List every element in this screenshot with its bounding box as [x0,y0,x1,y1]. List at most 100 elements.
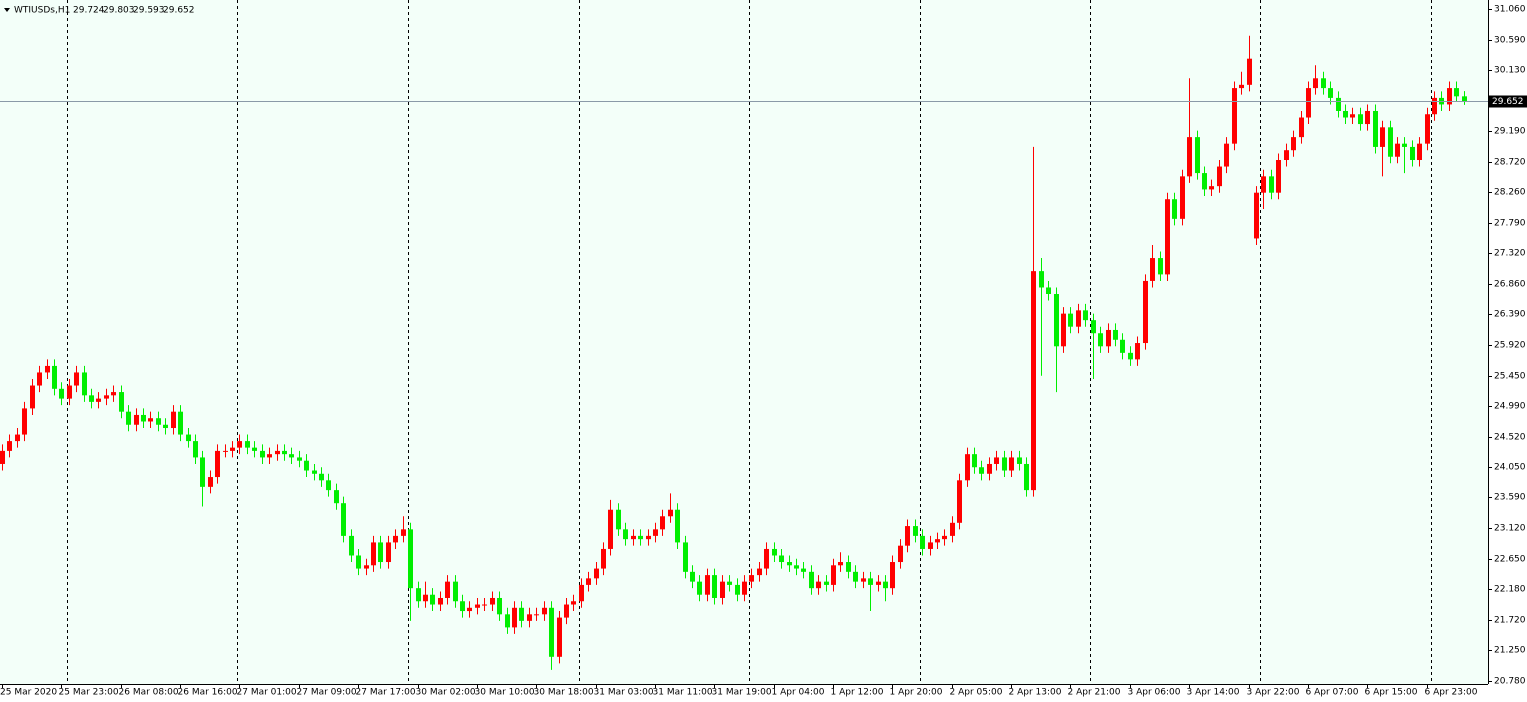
y-tick-label: 28.260 [1494,188,1526,198]
candle-body [824,581,829,585]
menu-arrow[interactable] [4,8,10,12]
x-tick-label: 31 Mar 19:00 [712,688,772,698]
candle-body [1380,127,1385,147]
x-tick-label: 2 Apr 13:00 [1009,688,1062,698]
x-tick-label: 6 Apr 23:00 [1425,688,1478,698]
candles [0,35,1488,670]
candle-body [416,588,421,602]
y-tick-label: 31.060 [1494,5,1526,15]
plot-background [0,0,1488,684]
y-tick-label: 28.720 [1494,158,1526,168]
candle-body [1261,176,1266,193]
high-value: 29.803 [103,6,135,16]
candle-body [1143,280,1148,344]
candle-body [386,542,391,563]
candle-body [453,581,458,602]
candle-body [378,542,383,563]
candle-body [972,454,977,468]
candle-body [1187,137,1192,177]
candle-body [171,411,176,429]
x-tick-label: 2 Apr 21:00 [1068,688,1121,698]
y-tick-label: 23.120 [1494,524,1526,534]
candle-body [838,562,843,566]
x-tick-label: 30 Mar 02:00 [416,688,476,698]
candle-body [1076,310,1081,327]
candle-body [653,529,658,536]
candle-body [134,414,139,425]
candle-body [490,597,495,605]
y-tick-label: 25.920 [1494,341,1526,351]
candle-body [230,447,235,451]
candle-body [260,450,265,458]
candle-body [45,365,50,373]
x-tick-label: 25 Mar 2020 [0,688,57,698]
candle-body [809,571,814,589]
candle-body [571,601,576,605]
candle-body [638,535,643,540]
candle-body [1172,199,1177,219]
candle-body [1209,186,1214,190]
candle-body [1180,176,1185,219]
x-tick-label: 26 Mar 08:00 [119,688,179,698]
candle-body [579,584,584,602]
candle-body [1447,88,1452,105]
y-tick-label: 27.790 [1494,219,1526,229]
candle-body [408,529,413,589]
candle-body [512,607,517,628]
candle-body [1068,313,1073,327]
candle-body [749,575,754,582]
candle-body [1150,258,1155,281]
candle-body [312,470,317,474]
candle-body [712,575,717,598]
candle-body [186,434,191,442]
candle-body [928,542,933,549]
candle-body [74,372,79,386]
symbol: WTIUSDs,H1 [14,6,70,16]
candle-body [1224,143,1229,167]
candle-body [831,565,836,585]
candle-body [1031,271,1036,491]
candle-body [965,454,970,481]
candle-body [59,388,64,399]
candle-body [1343,110,1348,118]
candle-body [705,575,710,595]
candle-body [148,418,153,422]
candle-body [223,450,228,452]
candle-body [1402,143,1407,147]
candle-body [1306,88,1311,118]
candle-body [289,454,294,458]
x-tick-label: 26 Mar 16:00 [178,688,238,698]
candle-body [557,617,562,657]
candle-body [267,454,272,458]
candle-body [1039,271,1044,288]
y-tick-label: 21.250 [1494,646,1526,656]
candle-body [141,414,146,422]
y-tick-label: 24.050 [1494,463,1526,473]
candle-body [1336,97,1341,111]
candle-body [1276,160,1281,193]
candle-body [608,509,613,549]
candle-body [275,450,280,455]
candle-body [542,607,547,615]
y-tick-label: 24.990 [1494,402,1526,412]
candle-body [853,571,858,582]
candle-body [1254,192,1259,239]
y-tick-label: 26.860 [1494,280,1526,290]
candle-body [727,581,732,585]
candle-body [1046,287,1051,295]
candle-body [1128,352,1133,360]
candle-body [623,529,628,540]
y-tick-label: 22.650 [1494,555,1526,565]
candle-body [193,441,198,458]
candle-body [497,597,502,615]
x-tick-label: 31 Mar 03:00 [594,688,654,698]
close-value: 29.652 [163,6,195,16]
candle-body [601,548,606,569]
candle-body [156,418,161,425]
x-tick-label: 27 Mar 17:00 [356,688,416,698]
candle-body [735,584,740,595]
candle-body [89,395,94,402]
candle-body [1239,84,1244,89]
x-tick-label: 30 Mar 18:00 [534,688,594,698]
candle-body [438,597,443,605]
